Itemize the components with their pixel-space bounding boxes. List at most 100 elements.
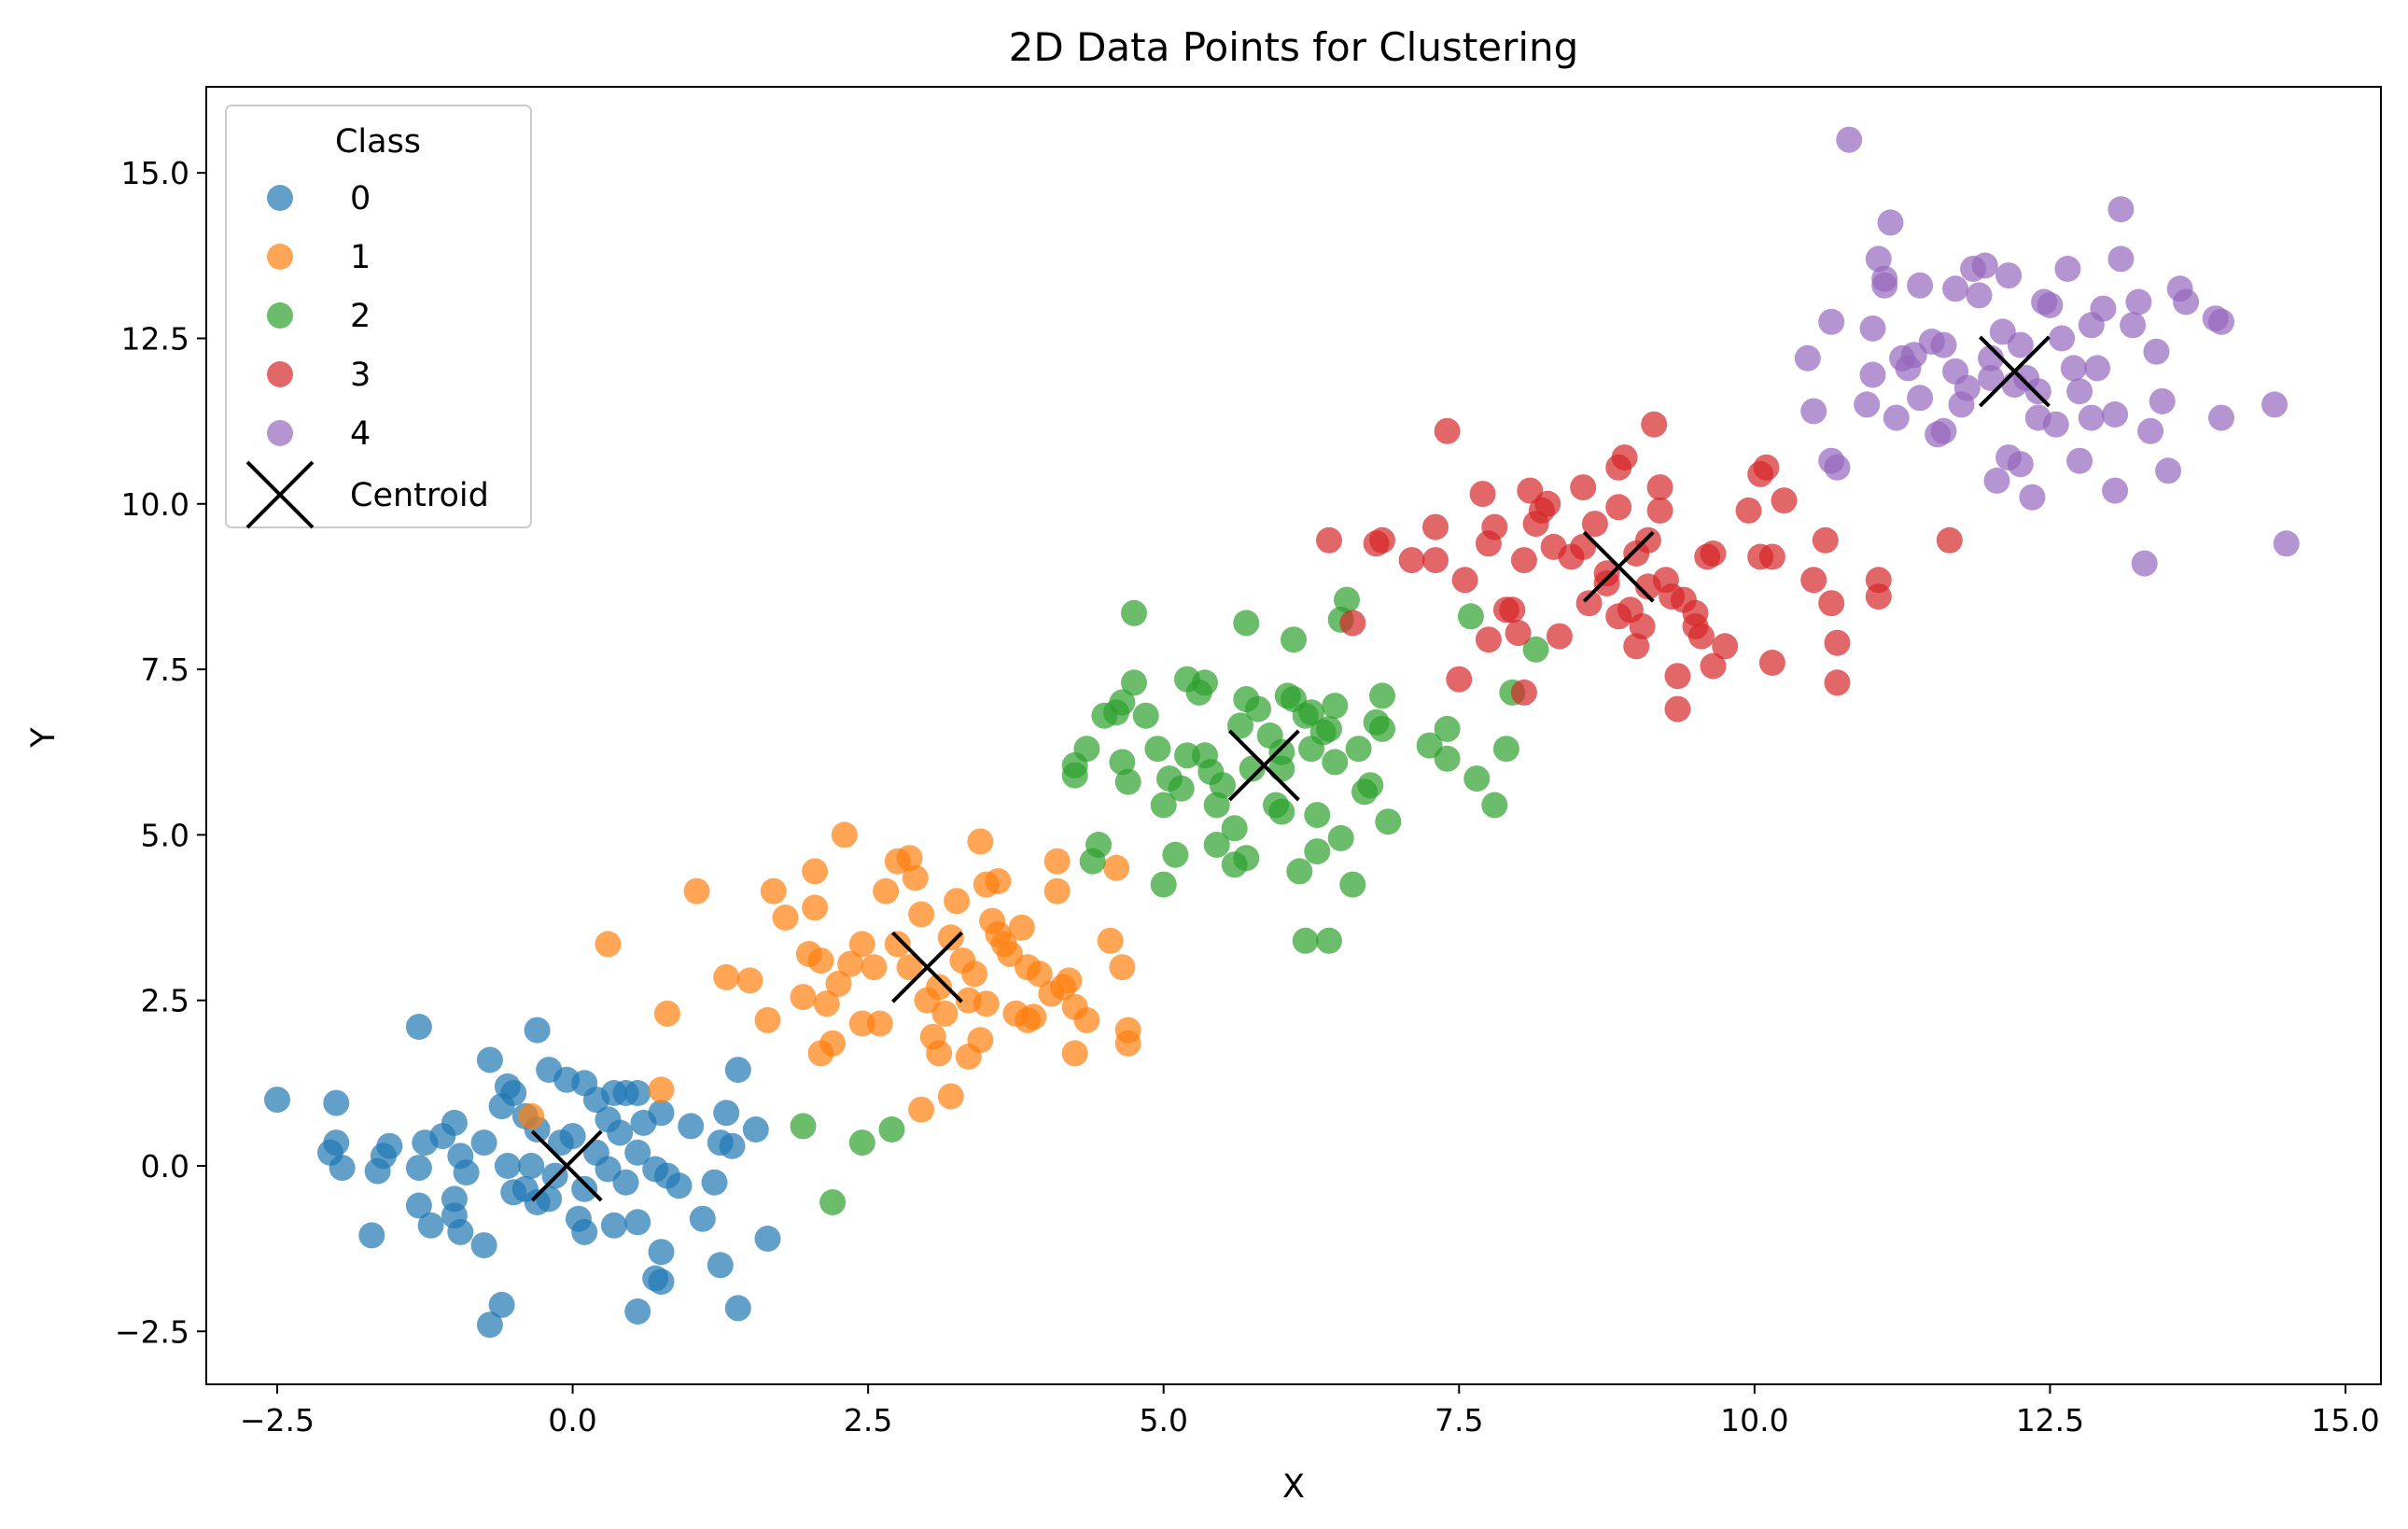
legend-label: 1 [350, 239, 371, 276]
x-tick-label: 5.0 [1139, 1402, 1187, 1438]
class-4-point [2007, 331, 2034, 358]
class-3-point [1316, 526, 1342, 554]
class-1-point [518, 1102, 545, 1129]
class-3-point [1623, 540, 1650, 567]
class-3-point [1700, 540, 1727, 567]
class-2-point [1233, 610, 1260, 637]
class-4-point [2066, 447, 2093, 474]
class-3-point [1546, 623, 1573, 650]
class-0-point [536, 1185, 563, 1213]
class-3-point [1434, 417, 1461, 444]
class-4-point [2102, 477, 2129, 504]
class-2-point [1192, 669, 1218, 696]
class-2-point [1114, 768, 1141, 795]
class-2-point [819, 1189, 847, 1215]
class-4-point [1930, 331, 1957, 358]
class-0-point [648, 1100, 675, 1127]
class-4-point [1966, 282, 1993, 309]
class-4-point [1859, 315, 1886, 342]
class-4-point [2149, 387, 2176, 414]
class-1-point [937, 924, 964, 951]
class-4-point [1836, 126, 1863, 153]
class-1-point [802, 894, 829, 921]
class-0-point [494, 1153, 521, 1179]
legend-label: 2 [350, 298, 371, 335]
class-2-point [1481, 792, 1508, 819]
class-4-point [2173, 288, 2200, 316]
class-1-point [848, 931, 875, 958]
x-tick-label: 7.5 [1435, 1402, 1483, 1438]
class-0-point [678, 1113, 705, 1140]
class-1-point [1043, 848, 1071, 875]
y-tick-label: 10.0 [121, 486, 189, 523]
class-3-point [1575, 590, 1603, 617]
class-0-point [264, 1087, 290, 1114]
legend-entries: 0 1 2 3 4 [267, 180, 371, 453]
class-2-point [1434, 715, 1461, 742]
class-2-point [1227, 712, 1253, 739]
class-1-point [861, 954, 888, 981]
class-1-point [944, 888, 971, 915]
class-1-point [902, 864, 929, 891]
class-4-point [2131, 550, 2158, 577]
class-1-point [1008, 914, 1035, 941]
class-0-point [447, 1218, 474, 1245]
legend-marker [267, 185, 293, 211]
class-4-point [2054, 256, 2081, 282]
class-0-point [624, 1080, 651, 1106]
class-4-point [1953, 374, 1981, 401]
class-1-point [1020, 1003, 1047, 1031]
class-1-point [967, 1027, 994, 1054]
class-3-point [1570, 474, 1597, 501]
class-2-point [1245, 695, 1271, 722]
chart-title: 2D Data Points for Clustering [1009, 24, 1579, 70]
class-2-point [1203, 792, 1230, 819]
class-1-point [807, 947, 834, 975]
class-3-point [1510, 679, 1537, 706]
class-1-point [1109, 954, 1136, 981]
class-2-point [1286, 858, 1313, 885]
class-4-point [2125, 288, 2152, 316]
class-1-point [790, 984, 817, 1011]
class-3-point [1505, 620, 1532, 647]
class-2-point [1327, 824, 1354, 851]
class-2-point [1203, 832, 1230, 858]
class-1-point [754, 1006, 781, 1033]
centroid-marker [1979, 335, 2051, 408]
class-4-point [2107, 245, 2135, 273]
class-2-point [1522, 636, 1549, 663]
legend-marker [267, 244, 293, 270]
class-3-point [1687, 623, 1715, 650]
class-4-point [2120, 312, 2147, 339]
class-3-point [1712, 633, 1739, 660]
class-0-point [405, 1192, 432, 1219]
class-3-point [1451, 567, 1478, 594]
class-3-point [1605, 494, 1632, 521]
class-3-point [1700, 652, 1727, 680]
y-tick-label: 15.0 [121, 155, 189, 191]
class-2-point [1298, 736, 1324, 763]
class-4-point [1995, 262, 2023, 289]
class-2-point [1061, 762, 1088, 789]
class-2-point [1322, 693, 1349, 720]
legend-label: 0 [350, 180, 371, 217]
class-2-point [1463, 765, 1491, 793]
class-4-point [2066, 378, 2093, 405]
class-4-point [1871, 265, 1898, 292]
class-3-point [1800, 567, 1827, 594]
class-0-point [689, 1205, 716, 1232]
class-3-point [1936, 526, 1963, 554]
class-3-point [1758, 650, 1785, 676]
class-2-point [1292, 702, 1319, 729]
class-3-point [1422, 513, 1449, 540]
centroid-layer [530, 335, 2051, 1202]
legend-box [225, 105, 532, 528]
x-axis-label: X [1282, 1468, 1305, 1506]
class-1-point [683, 877, 710, 905]
legend-title: Class [335, 123, 421, 161]
class-3-point [1771, 487, 1798, 514]
class-4-point [1942, 275, 1969, 302]
class-2-point [1292, 927, 1319, 954]
